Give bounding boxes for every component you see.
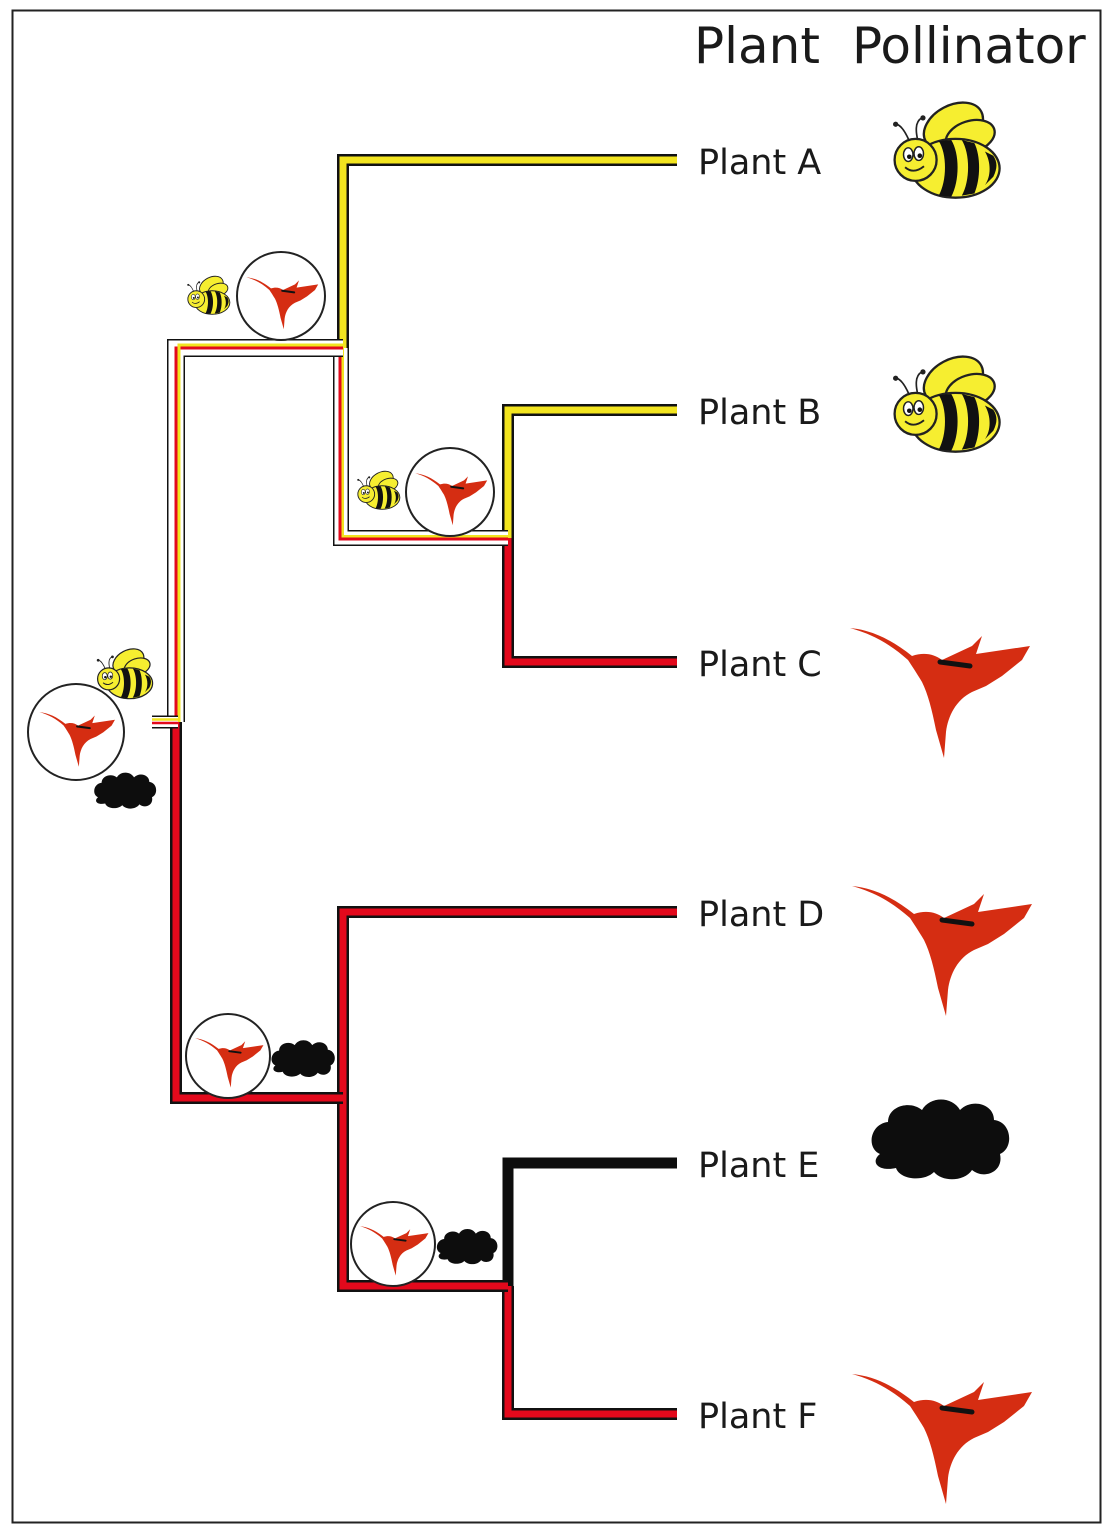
branch-plant-f <box>502 1286 677 1420</box>
branch-plant-d <box>337 906 677 1098</box>
pollinator-column-header: Pollinator <box>852 17 1086 75</box>
hummingbird-icon <box>852 1374 1032 1504</box>
black-blob-icon <box>436 1229 498 1265</box>
root-stub <box>152 715 178 729</box>
plant-column-header: Plant <box>694 17 820 75</box>
branch-plant-e <box>502 1157 677 1286</box>
branch-abc-ancestor <box>167 339 343 722</box>
tip-label-plant-e: Plant E <box>698 1146 819 1186</box>
black-blob-icon <box>271 1040 335 1077</box>
bee-icon <box>891 91 1001 199</box>
hummingbird-icon <box>850 628 1030 758</box>
hummingbird-icon <box>852 886 1032 1016</box>
branch-plant-b <box>502 404 677 538</box>
tree <box>152 154 677 1420</box>
black-blob-icon <box>94 772 157 809</box>
figure-frame <box>11 9 1102 1524</box>
black-blob-icon <box>871 1099 1010 1180</box>
tip-label-plant-c: Plant C <box>698 645 822 685</box>
branch-plant-a <box>337 154 677 348</box>
tip-label-plant-f: Plant F <box>698 1397 817 1437</box>
branch-plant-c <box>502 538 677 668</box>
bc-ancestral-states <box>356 447 495 537</box>
def-ancestral-states <box>185 1013 335 1099</box>
root-ancestral-states <box>27 643 157 809</box>
abc-ancestral-states <box>186 251 326 341</box>
branch-bc-ancestor <box>333 348 508 546</box>
bee-icon <box>356 466 401 510</box>
bee-icon <box>186 271 231 315</box>
ef-ancestral-states <box>350 1201 498 1287</box>
tip-label-plant-a: Plant A <box>698 143 821 183</box>
tip-label-plant-b: Plant B <box>698 393 821 433</box>
branch-ef-ancestor <box>337 1098 508 1292</box>
tip-label-plant-d: Plant D <box>698 895 824 935</box>
bee-icon <box>891 345 1001 453</box>
branch-def-ancestor <box>170 722 343 1104</box>
bee-icon <box>96 643 154 700</box>
